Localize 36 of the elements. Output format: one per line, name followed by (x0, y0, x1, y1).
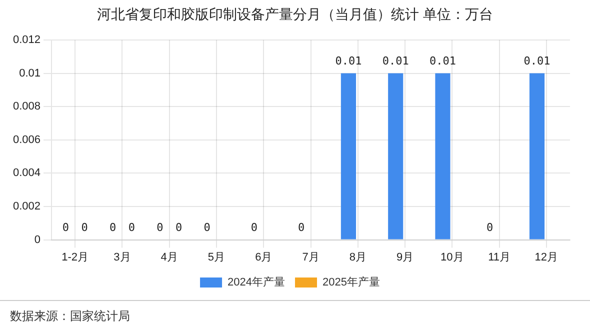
source-note: 数据来源：国家统计局 (10, 308, 130, 325)
y-tick-label: 0.004 (12, 167, 41, 180)
data-label: 0 (81, 221, 88, 234)
y-tick-label: 0.01 (19, 67, 41, 80)
data-label: 0.01 (524, 54, 550, 68)
data-label: 0 (486, 221, 494, 234)
x-tick-label: 11月 (488, 251, 511, 264)
y-tick-label: 0.002 (12, 200, 41, 213)
data-label: 0.01 (335, 54, 362, 68)
x-tick-label: 6月 (255, 251, 272, 264)
legend-label: 2024年产量 (228, 276, 286, 289)
x-tick-label: 5月 (208, 251, 226, 264)
chart-title: 河北省复印和胶版印制设备产量分月（当月值）统计 单位：万台 (96, 6, 494, 24)
data-label: 0 (128, 221, 135, 234)
data-label: 0 (62, 221, 69, 234)
y-tick-label: 0.006 (12, 134, 41, 146)
x-tick-label: 7月 (302, 251, 320, 264)
data-label: 0 (204, 221, 210, 234)
data-label: 0 (156, 221, 164, 234)
y-tick-label: 0 (34, 234, 41, 246)
x-tick-label: 8月 (349, 251, 366, 264)
legend-label: 2025年产量 (322, 276, 380, 289)
data-label: 0 (250, 221, 258, 234)
x-tick-label: 9月 (396, 251, 414, 264)
data-label: 0.01 (382, 54, 409, 68)
x-tick-label: 4月 (160, 251, 178, 264)
data-label: 0 (298, 221, 305, 234)
y-tick-label: 0.012 (12, 34, 41, 46)
x-tick-label: 10月 (440, 251, 464, 264)
data-label: 0.01 (429, 54, 456, 68)
x-tick-label: 3月 (114, 251, 131, 264)
x-tick-label: 12月 (534, 251, 558, 264)
data-label: 0 (109, 221, 116, 234)
data-label: 0 (175, 221, 182, 234)
x-tick-label: 1-2月 (62, 251, 89, 264)
y-tick-label: 0.008 (12, 100, 41, 113)
